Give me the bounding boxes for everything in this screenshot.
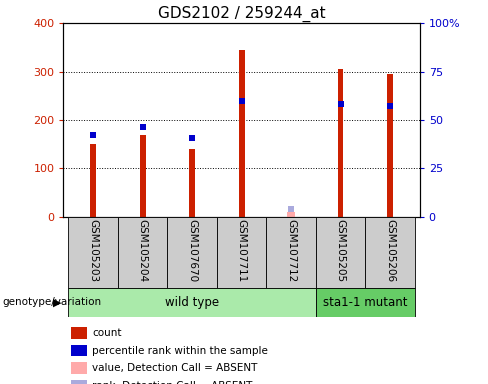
Bar — [71, 362, 86, 374]
Bar — [365, 217, 415, 288]
Text: GSM105206: GSM105206 — [385, 219, 395, 282]
Bar — [71, 327, 86, 339]
Bar — [217, 217, 266, 288]
Bar — [266, 217, 316, 288]
Bar — [189, 149, 195, 217]
Bar — [338, 69, 344, 217]
Text: percentile rank within the sample: percentile rank within the sample — [92, 346, 268, 356]
Text: GSM105205: GSM105205 — [336, 219, 346, 282]
Text: ▶: ▶ — [53, 297, 61, 308]
Bar — [68, 288, 316, 317]
Bar — [71, 380, 86, 384]
Bar — [140, 134, 145, 217]
Text: sta1-1 mutant: sta1-1 mutant — [323, 296, 407, 309]
Text: count: count — [92, 328, 122, 338]
Bar — [71, 345, 86, 356]
Bar — [239, 50, 244, 217]
Bar — [387, 74, 393, 217]
Bar — [118, 217, 167, 288]
Text: GSM107711: GSM107711 — [237, 219, 246, 282]
Bar — [68, 217, 118, 288]
Bar — [286, 212, 296, 217]
Bar — [167, 217, 217, 288]
Text: GSM105204: GSM105204 — [138, 219, 147, 282]
Bar — [316, 217, 365, 288]
Text: GSM107712: GSM107712 — [286, 219, 296, 282]
Bar — [316, 288, 415, 317]
Text: genotype/variation: genotype/variation — [2, 297, 102, 308]
Text: value, Detection Call = ABSENT: value, Detection Call = ABSENT — [92, 363, 257, 373]
Text: GSM107670: GSM107670 — [187, 219, 197, 282]
Text: wild type: wild type — [165, 296, 219, 309]
Text: rank, Detection Call = ABSENT: rank, Detection Call = ABSENT — [92, 381, 252, 384]
Title: GDS2102 / 259244_at: GDS2102 / 259244_at — [158, 5, 325, 22]
Bar — [90, 144, 96, 217]
Text: GSM105203: GSM105203 — [88, 219, 98, 282]
